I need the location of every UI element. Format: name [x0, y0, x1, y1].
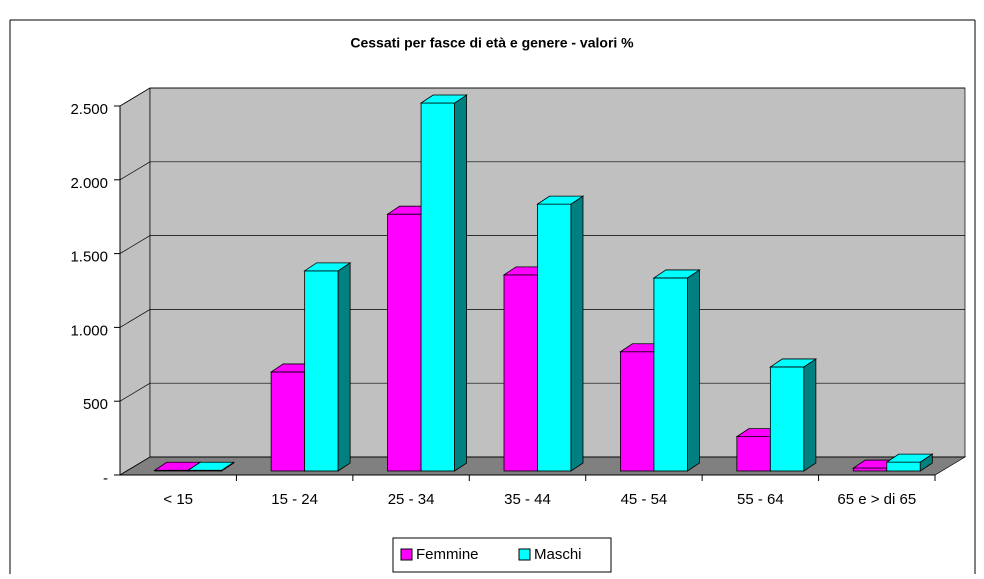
y-tick-label: 1.000 [70, 322, 108, 339]
bar-front [736, 436, 771, 472]
bar-front [503, 274, 538, 472]
grid-line [119, 309, 151, 328]
bar-side [454, 94, 467, 472]
bar-top [303, 262, 352, 272]
y-tick-label: 500 [83, 396, 108, 413]
grid-line [119, 456, 151, 476]
x-tick-label: 45 - 54 [621, 491, 668, 508]
x-tick-label: < 15 [163, 491, 193, 508]
bar-front [304, 270, 339, 472]
bar-side [687, 269, 700, 472]
bar-front [420, 102, 455, 472]
y-tick-label: 1.500 [70, 249, 108, 266]
chart-title: Cessati per fasce di età e genere - valo… [350, 35, 634, 51]
legend-box [392, 537, 612, 573]
bar-front [886, 461, 921, 472]
bar-top [186, 461, 236, 471]
bar-front [653, 277, 688, 472]
bar-front [620, 351, 655, 472]
bar-top [769, 358, 818, 368]
bar-top [885, 453, 934, 463]
bar-top [652, 269, 701, 279]
x-tick-label: 25 - 34 [388, 491, 435, 508]
x-tick-label: 55 - 64 [737, 491, 784, 508]
bar-front [270, 371, 306, 472]
bar-front [769, 366, 805, 472]
legend-label: Maschi [534, 546, 582, 563]
bar-front [387, 213, 422, 472]
grid-line [119, 161, 151, 181]
bar-side [337, 262, 351, 472]
grid-line [119, 87, 151, 107]
bar-side [570, 195, 584, 472]
legend-label: Femmine [416, 546, 479, 563]
y-tick-label: 2.000 [70, 175, 108, 192]
x-tick-label: 35 - 44 [504, 491, 551, 508]
bar-front [537, 203, 572, 472]
x-tick-label: 65 e > di 65 [837, 491, 916, 508]
y-tick-label: - [103, 470, 108, 487]
bar-side [803, 358, 817, 472]
grid-line [119, 235, 151, 254]
bar-top [536, 195, 585, 205]
bar-front [852, 467, 888, 472]
x-tick-label: 15 - 24 [271, 491, 318, 508]
bar-top [419, 94, 468, 104]
grid-line [119, 382, 151, 402]
side-wall [119, 87, 151, 476]
y-tick-label: 2.500 [70, 101, 108, 118]
legend-swatch [518, 548, 531, 561]
legend-swatch [400, 548, 413, 561]
